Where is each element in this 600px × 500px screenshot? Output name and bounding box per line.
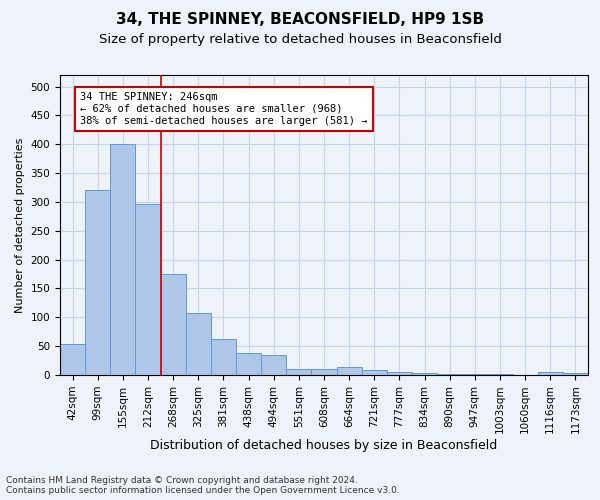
Bar (186, 314, 211, 375)
Bar (462, 374, 487, 375)
Bar (236, 352, 261, 375)
Y-axis label: Number of detached properties: Number of detached properties (15, 138, 25, 312)
Bar (110, 144, 136, 375)
Bar (161, 274, 186, 375)
Text: Size of property relative to detached houses in Beaconsfield: Size of property relative to detached ho… (98, 32, 502, 46)
Bar (286, 368, 311, 375)
Bar (85, 190, 110, 375)
Bar (538, 372, 563, 375)
Bar (337, 367, 362, 375)
Bar (387, 372, 412, 375)
Bar (60, 344, 85, 375)
Bar (412, 372, 437, 375)
Text: Contains HM Land Registry data © Crown copyright and database right 2024.
Contai: Contains HM Land Registry data © Crown c… (6, 476, 400, 495)
Bar (136, 204, 161, 375)
Bar (261, 355, 286, 375)
Bar (362, 370, 387, 375)
Bar (487, 374, 512, 375)
Bar (437, 374, 462, 375)
Bar (211, 338, 236, 375)
X-axis label: Distribution of detached houses by size in Beaconsfield: Distribution of detached houses by size … (151, 439, 497, 452)
Text: 34, THE SPINNEY, BEACONSFIELD, HP9 1SB: 34, THE SPINNEY, BEACONSFIELD, HP9 1SB (116, 12, 484, 28)
Bar (563, 374, 588, 375)
Text: 34 THE SPINNEY: 246sqm
← 62% of detached houses are smaller (968)
38% of semi-de: 34 THE SPINNEY: 246sqm ← 62% of detached… (80, 92, 368, 126)
Bar (311, 369, 337, 375)
